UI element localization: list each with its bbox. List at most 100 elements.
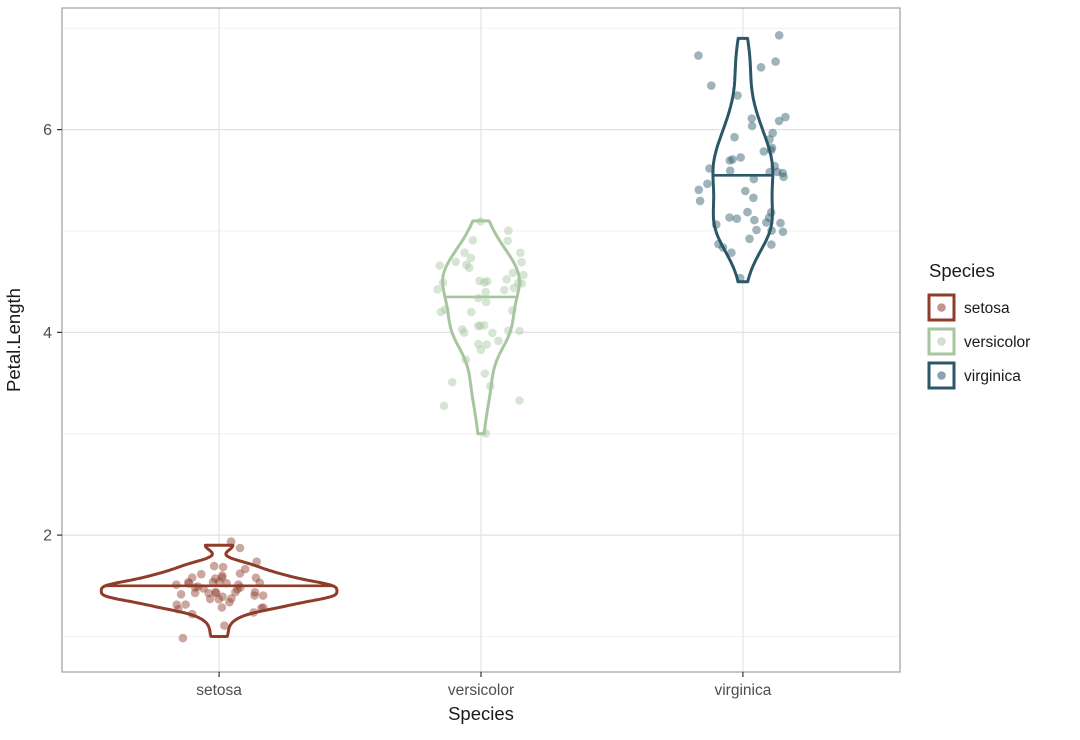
data-point-virginica xyxy=(695,196,705,206)
data-point-virginica xyxy=(776,218,785,228)
data-point-setosa xyxy=(199,584,208,593)
axis-layer: 2 4 6 setosa versicolor virginica Species Petal… xyxy=(3,7,901,724)
data-point-virginica xyxy=(749,193,758,203)
legend-key-point-setosa xyxy=(937,303,946,312)
data-point-setosa xyxy=(190,583,200,592)
data-point-virginica xyxy=(725,156,735,165)
y-tick-label: 6 xyxy=(43,122,52,139)
data-point-virginica xyxy=(733,91,742,100)
data-point-setosa xyxy=(236,583,245,592)
data-point-versicolor xyxy=(475,321,485,331)
y-tick-label: 4 xyxy=(43,325,52,342)
data-point-versicolor xyxy=(464,263,474,273)
data-point-versicolor xyxy=(481,287,490,297)
data-point-versicolor xyxy=(517,257,526,267)
points-layer xyxy=(172,31,790,643)
data-point-setosa xyxy=(214,595,224,604)
x-tick-label: setosa xyxy=(196,682,242,699)
data-point-setosa xyxy=(234,580,243,589)
data-point-virginica xyxy=(752,225,761,235)
data-point-setosa xyxy=(252,557,261,566)
data-point-virginica xyxy=(770,161,779,171)
data-point-virginica xyxy=(756,63,766,72)
data-point-versicolor xyxy=(461,355,471,365)
data-point-virginica xyxy=(765,135,774,144)
data-point-setosa xyxy=(225,597,234,607)
legend-key-versicolor[interactable] xyxy=(927,327,956,356)
data-point-versicolor xyxy=(476,217,485,226)
data-point-versicolor xyxy=(515,326,524,336)
data-point-versicolor xyxy=(459,328,469,337)
data-point-setosa xyxy=(240,564,250,574)
data-point-setosa xyxy=(211,574,220,583)
data-point-setosa xyxy=(251,573,261,583)
data-point-versicolor xyxy=(440,305,450,314)
data-point-versicolor xyxy=(500,285,509,295)
data-point-virginica xyxy=(778,227,788,237)
data-point-setosa xyxy=(249,608,258,617)
data-point-versicolor xyxy=(468,236,478,245)
data-point-versicolor xyxy=(466,253,476,263)
data-point-versicolor xyxy=(480,278,489,287)
data-point-versicolor xyxy=(433,285,442,294)
legend-key-point-versicolor xyxy=(937,337,946,346)
legend: Species setosa versicolor virginica xyxy=(927,260,1030,390)
data-point-versicolor xyxy=(439,401,449,411)
data-point-setosa xyxy=(197,569,206,579)
data-point-setosa xyxy=(188,609,197,619)
data-point-setosa xyxy=(218,592,227,601)
data-point-versicolor xyxy=(482,340,491,349)
data-point-setosa xyxy=(218,562,228,572)
data-point-virginica xyxy=(694,185,704,195)
data-point-setosa xyxy=(208,577,218,587)
data-point-versicolor xyxy=(504,326,513,336)
data-point-setosa xyxy=(174,604,183,614)
data-point-virginica xyxy=(767,143,777,153)
data-point-versicolor xyxy=(508,268,518,278)
data-point-versicolor xyxy=(457,325,467,334)
data-point-virginica xyxy=(745,234,754,244)
data-point-virginica xyxy=(707,81,716,90)
data-point-versicolor xyxy=(473,321,483,331)
data-point-virginica xyxy=(743,207,752,217)
data-point-virginica xyxy=(781,112,790,122)
y-axis-title: Petal.Length xyxy=(3,288,24,392)
data-point-virginica xyxy=(749,174,759,184)
data-point-virginica xyxy=(741,186,750,196)
data-point-versicolor xyxy=(435,261,445,270)
data-point-versicolor xyxy=(515,396,524,405)
data-point-setosa xyxy=(204,588,213,598)
data-point-versicolor xyxy=(466,307,476,317)
data-point-versicolor xyxy=(474,339,483,349)
data-point-virginica xyxy=(705,164,714,173)
data-point-virginica xyxy=(773,167,782,177)
data-point-setosa xyxy=(172,600,182,609)
data-point-virginica xyxy=(750,215,759,225)
x-axis-title: Species xyxy=(448,703,514,724)
data-point-virginica xyxy=(767,240,776,249)
data-point-versicolor xyxy=(451,257,461,267)
data-point-versicolor xyxy=(509,283,519,293)
data-point-setosa xyxy=(181,600,190,609)
data-point-versicolor xyxy=(462,260,471,270)
data-point-versicolor xyxy=(481,297,491,307)
data-point-setosa xyxy=(235,569,245,578)
data-point-virginica xyxy=(728,155,737,164)
data-point-setosa xyxy=(258,591,268,600)
data-point-setosa xyxy=(176,590,186,599)
data-point-virginica xyxy=(771,57,780,66)
data-point-virginica xyxy=(774,116,784,126)
data-point-setosa xyxy=(227,594,236,603)
data-point-virginica xyxy=(735,273,745,283)
data-point-setosa xyxy=(184,579,194,588)
data-point-versicolor xyxy=(480,369,490,378)
data-point-setosa xyxy=(257,603,266,613)
legend-title: Species xyxy=(929,260,995,281)
data-point-virginica xyxy=(718,243,728,252)
data-point-setosa xyxy=(205,594,215,604)
data-point-versicolor xyxy=(460,248,469,257)
data-point-setosa xyxy=(209,561,219,571)
data-point-versicolor xyxy=(476,345,486,355)
data-point-versicolor xyxy=(483,277,492,286)
data-point-versicolor xyxy=(517,279,527,288)
